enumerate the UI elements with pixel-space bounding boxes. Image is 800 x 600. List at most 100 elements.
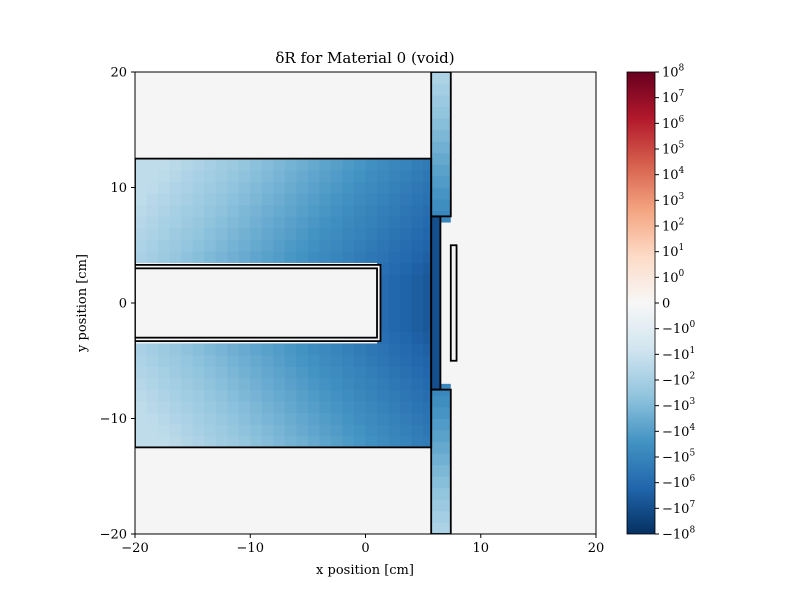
heat-cell	[377, 366, 389, 379]
heat-cell	[227, 251, 240, 263]
y-tick-label: −20	[100, 528, 127, 543]
heat-cell	[169, 193, 182, 206]
colorbar	[626, 71, 656, 535]
heat-cell	[135, 389, 147, 402]
heat-cell	[273, 378, 286, 391]
heat-cell	[273, 435, 286, 448]
heat-cell	[388, 262, 401, 275]
heat-cell	[353, 193, 366, 206]
heat-cell	[158, 401, 170, 414]
colorbar-tick-label: −102	[662, 372, 695, 389]
heat-cell	[135, 158, 147, 171]
heat-cell	[169, 354, 182, 367]
heat-cell	[227, 204, 240, 217]
heat-cell	[296, 216, 309, 229]
heat-cell	[388, 158, 401, 171]
heat-cell	[192, 158, 205, 171]
heat-cell	[377, 181, 389, 194]
heat-cell	[319, 424, 332, 437]
heat-cell	[307, 239, 320, 252]
x-axis-ticks: −20 −10 0 10 20	[121, 534, 604, 556]
heat-cell	[261, 378, 274, 391]
heat-cell	[146, 424, 159, 437]
heat-cell	[388, 331, 401, 344]
heat-cell	[400, 216, 412, 229]
heat-cell	[388, 216, 401, 229]
heat-cell	[250, 170, 263, 183]
colorbar-tick-label: 103	[662, 192, 685, 209]
heat-cell	[261, 343, 274, 356]
heat-cell	[342, 435, 355, 448]
heat-cell	[181, 216, 194, 229]
heat-cell	[330, 366, 343, 379]
heat-cell	[158, 251, 170, 263]
heat-cell	[431, 199, 451, 211]
heat-cell	[400, 262, 412, 275]
heat-cell	[238, 239, 251, 252]
heat-cell	[296, 239, 309, 252]
heat-cell	[238, 435, 251, 448]
heat-cell	[146, 158, 159, 171]
heat-cell	[388, 424, 401, 437]
heat-cell	[135, 378, 147, 391]
heat-cell	[423, 366, 432, 379]
heat-cell	[353, 378, 366, 391]
heat-cell	[227, 181, 240, 194]
heat-cell	[307, 227, 320, 240]
heat-cell	[431, 378, 441, 391]
heat-cell	[146, 204, 159, 217]
heat-cell	[365, 412, 378, 425]
x-tick-label: −20	[121, 541, 148, 556]
heat-cell	[365, 389, 378, 402]
heat-cell	[284, 378, 297, 391]
colorbar-tick-label: 106	[662, 115, 685, 132]
heat-cell	[250, 412, 263, 425]
heat-cell	[227, 424, 240, 437]
heat-cell	[400, 227, 412, 240]
heat-cell	[431, 152, 451, 165]
heat-cell	[227, 216, 240, 229]
heat-cell	[365, 401, 378, 414]
heat-cell	[169, 239, 182, 252]
heat-cell	[250, 227, 263, 240]
heat-cell	[319, 401, 332, 414]
heat-cell	[158, 227, 170, 240]
heat-cell	[342, 401, 355, 414]
heat-cell	[296, 412, 309, 425]
heat-cell	[204, 181, 217, 194]
heat-cell	[400, 378, 412, 391]
heat-cell	[388, 320, 401, 333]
heat-cell	[261, 424, 274, 437]
heat-cell	[284, 354, 297, 367]
heat-cell	[353, 204, 366, 217]
heat-cell	[296, 204, 309, 217]
heat-cell	[411, 170, 424, 183]
heat-cell	[158, 193, 170, 206]
y-axis-label: y position [cm]	[75, 254, 90, 353]
heat-cell	[431, 297, 441, 310]
heat-cell	[261, 239, 274, 252]
heat-cell	[284, 193, 297, 206]
heat-cell	[181, 401, 194, 414]
heat-cell	[330, 251, 343, 263]
heat-cell	[204, 239, 217, 252]
heat-cell	[400, 158, 412, 171]
heat-cell	[181, 389, 194, 402]
heat-cell	[423, 204, 432, 217]
heat-cell	[307, 412, 320, 425]
heat-cell	[204, 343, 217, 356]
heat-cell	[330, 412, 343, 425]
heat-cell	[261, 216, 274, 229]
heat-cell	[388, 389, 401, 402]
heat-cell	[250, 389, 263, 402]
heat-cell	[250, 424, 263, 437]
heat-cell	[411, 366, 424, 379]
heat-cell	[423, 389, 432, 402]
heat-cell	[400, 435, 412, 448]
heat-cell	[423, 435, 432, 448]
heat-cell	[181, 170, 194, 183]
heat-cell	[261, 204, 274, 217]
heat-cell	[388, 378, 401, 391]
heat-cell	[330, 170, 343, 183]
heat-cell	[169, 181, 182, 194]
